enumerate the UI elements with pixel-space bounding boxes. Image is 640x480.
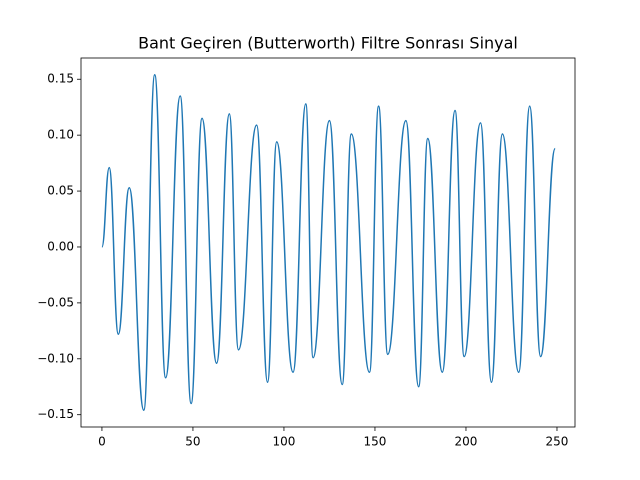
y-tick-label: 0.05	[47, 184, 74, 198]
x-tick-label: 150	[364, 435, 387, 449]
y-tick-label: −0.15	[37, 407, 74, 421]
x-tick-label: 250	[546, 435, 569, 449]
y-tick-label: 0.10	[47, 128, 74, 142]
x-tick-label: 200	[455, 435, 478, 449]
line	[101, 74, 556, 411]
y-tick-label: −0.10	[37, 351, 74, 365]
x-tick-label: 0	[98, 435, 106, 449]
plot-frame	[80, 57, 576, 428]
y-tick-label: 0.15	[47, 72, 74, 86]
x-tick-label: 100	[272, 435, 295, 449]
y-tick-label: −0.05	[37, 295, 74, 309]
x-tick-label: 50	[185, 435, 200, 449]
chart-title: Bant Geçiren (Butterworth) Filtre Sonras…	[138, 34, 518, 53]
y-tick-label: 0.00	[47, 239, 74, 253]
